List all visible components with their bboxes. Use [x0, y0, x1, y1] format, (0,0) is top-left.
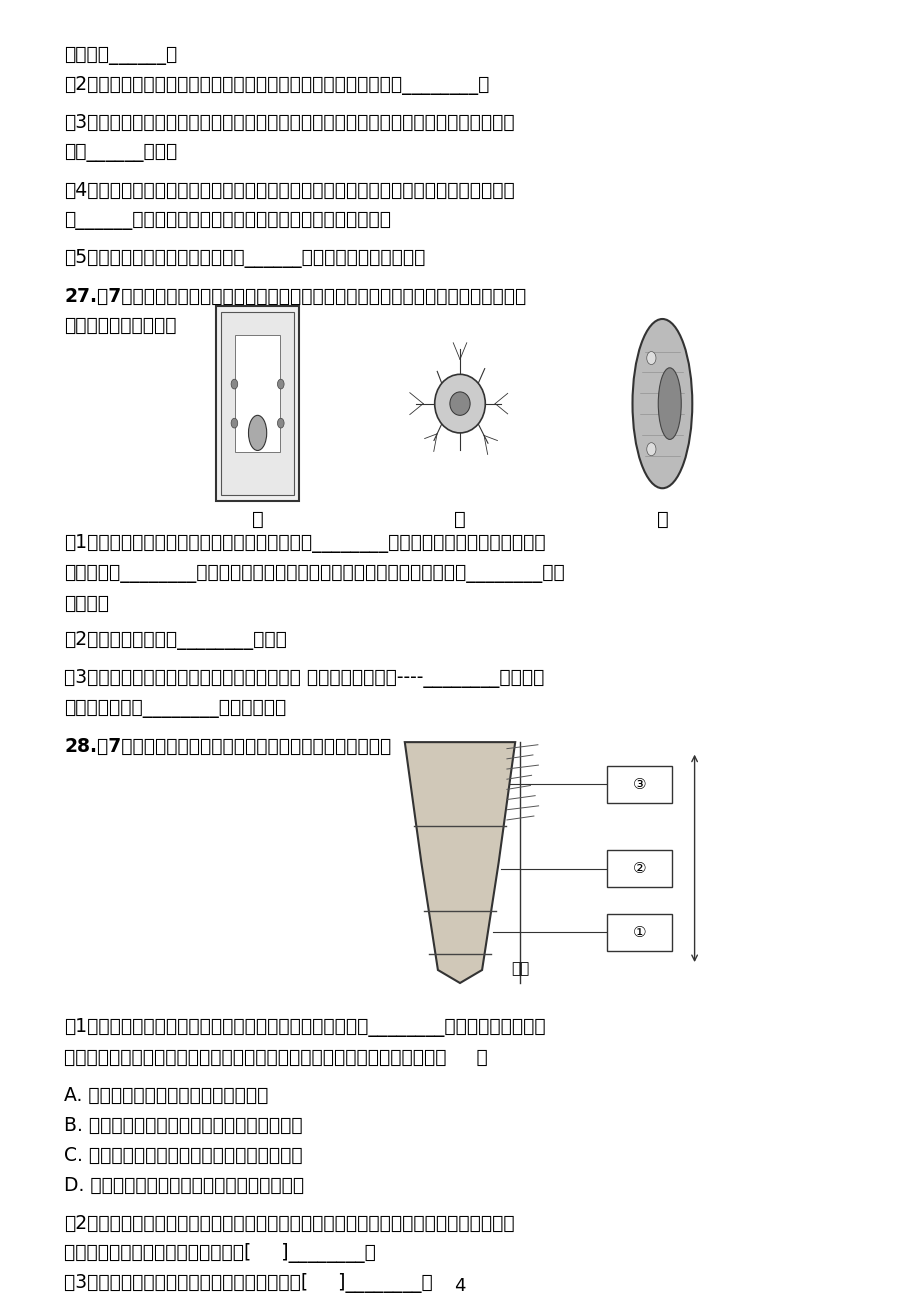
Text: 根冠: 根冠	[511, 961, 529, 976]
Text: C. 注视物镜，转动粗准焦螺旋，直至找到物像: C. 注视物镜，转动粗准焦螺旋，直至找到物像	[64, 1146, 302, 1165]
Ellipse shape	[231, 379, 237, 389]
Ellipse shape	[658, 368, 680, 440]
FancyBboxPatch shape	[607, 850, 671, 887]
Ellipse shape	[278, 379, 284, 389]
Text: 甲: 甲	[252, 510, 263, 530]
Ellipse shape	[231, 418, 237, 428]
Text: A. 对好光后，在目镜内可直接找到物像: A. 对好光后，在目镜内可直接找到物像	[64, 1086, 268, 1105]
Ellipse shape	[435, 375, 485, 432]
Bar	[221, 312, 294, 495]
Text: （1）小华观察的上述细胞中，属于植物细胞的是________，它在结构上与动物细胞不同之: （1）小华观察的上述细胞中，属于植物细胞的是________，它在结构上与动物细…	[64, 534, 546, 553]
Text: 观察的结果记录如下。: 观察的结果记录如下。	[64, 316, 176, 336]
Ellipse shape	[646, 352, 655, 365]
FancyBboxPatch shape	[607, 914, 671, 950]
Text: 物发育和遗传的________以及细胞质。: 物发育和遗传的________以及细胞质。	[64, 699, 287, 719]
Text: 乙: 乙	[454, 510, 465, 530]
Text: 能完成。在使用显微镜进行观察时，要想在视野中找到物像，正确的做法是（     ）: 能完成。在使用显微镜进行观察时，要想在视野中找到物像，正确的做法是（ ）	[64, 1048, 488, 1068]
Text: ③: ③	[632, 777, 645, 792]
Text: （3）有些昆虫的体色会随着季节的变化而变化，与周围环境基本保持一致，这体现了生物: （3）有些昆虫的体色会随着季节的变化而变化，与周围环境基本保持一致，这体现了生物	[64, 113, 515, 133]
Text: ①: ①	[632, 924, 645, 940]
Text: 能够______环境。: 能够______环境。	[64, 143, 177, 163]
Text: 28.（7分）下图是根尖的结构示意图，请据图回答下列问题。: 28.（7分）下图是根尖的结构示意图，请据图回答下列问题。	[64, 737, 391, 756]
Ellipse shape	[646, 443, 655, 456]
Ellipse shape	[248, 415, 267, 450]
Text: 27.（7分）小华同学使用显微镜分别对三种生物的细胞形态与基本结构进行了观察，他将: 27.（7分）小华同学使用显微镜分别对三种生物的细胞形态与基本结构进行了观察，他…	[64, 286, 526, 306]
Ellipse shape	[278, 418, 284, 428]
FancyBboxPatch shape	[607, 766, 671, 802]
Text: （5）请写出图中最长的一条食物链______。（用文字和箭头表示）: （5）请写出图中最长的一条食物链______。（用文字和箭头表示）	[64, 249, 425, 268]
Polygon shape	[404, 742, 515, 983]
Text: （3）根吸收水分和无机盐的主要部位是图中的[     ]________。: （3）根吸收水分和无机盐的主要部位是图中的[ ]________。	[64, 1273, 433, 1293]
Ellipse shape	[632, 319, 691, 488]
Text: （2）在显微镜下观察时发现，某一区域的细胞多呈正方形，排列紧密，部分细胞处于分裂: （2）在显微镜下观察时发现，某一区域的细胞多呈正方形，排列紧密，部分细胞处于分裂	[64, 1213, 515, 1233]
Text: ②: ②	[632, 861, 645, 876]
Text: （2）由图乙细胞构成________组织。: （2）由图乙细胞构成________组织。	[64, 631, 287, 651]
Text: （3）上述三种生物在细胞结构方面的共同点是 都具有细胞的边界----________、控制生: （3）上述三种生物在细胞结构方面的共同点是 都具有细胞的边界----______…	[64, 669, 544, 689]
Bar	[216, 306, 299, 501]
Text: 接，形成______。: 接，形成______。	[64, 46, 177, 65]
Text: （1）若要观察到图中的根尖结构，必须先将植物的根尖制成________，然后借助显微镜才: （1）若要观察到图中的根尖结构，必须先将植物的根尖制成________，然后借助…	[64, 1018, 546, 1038]
Text: B. 注视目镜，转动粗准焦螺旋，直至找到物像: B. 注视目镜，转动粗准焦螺旋，直至找到物像	[64, 1116, 302, 1135]
Ellipse shape	[449, 392, 470, 415]
Text: 状态，由此可判断这一区域是图中的[     ]________。: 状态，由此可判断这一区域是图中的[ ]________。	[64, 1243, 376, 1263]
Text: 处是它具有________。小华选择的这三种生物在结构层次上的共同点是均由________构成: 处是它具有________。小华选择的这三种生物在结构层次上的共同点是均由___…	[64, 564, 564, 583]
Text: （4）若该草原发生严重鼠害，就会严重破坏草场植被，造成土地沙化，这是因为生态系统: （4）若该草原发生严重鼠害，就会严重破坏草场植被，造成土地沙化，这是因为生态系统	[64, 181, 515, 201]
Text: 的______能力是有限度的，超过此限度，草原很难恢复原样。: 的______能力是有限度的，超过此限度，草原很难恢复原样。	[64, 211, 391, 230]
Text: 生命体。: 生命体。	[64, 594, 109, 613]
Text: D. 注视物镜，转动细准焦螺旋，直至找到物像: D. 注视物镜，转动细准焦螺旋，直至找到物像	[64, 1176, 304, 1195]
Bar	[234, 336, 280, 453]
Text: 丙: 丙	[656, 510, 667, 530]
Text: （2）食虫鸟、青蛙、蛇等生物进行生命活动所需能量的根本来源是________。: （2）食虫鸟、青蛙、蛇等生物进行生命活动所需能量的根本来源是________。	[64, 76, 489, 95]
Text: 4: 4	[454, 1277, 465, 1295]
